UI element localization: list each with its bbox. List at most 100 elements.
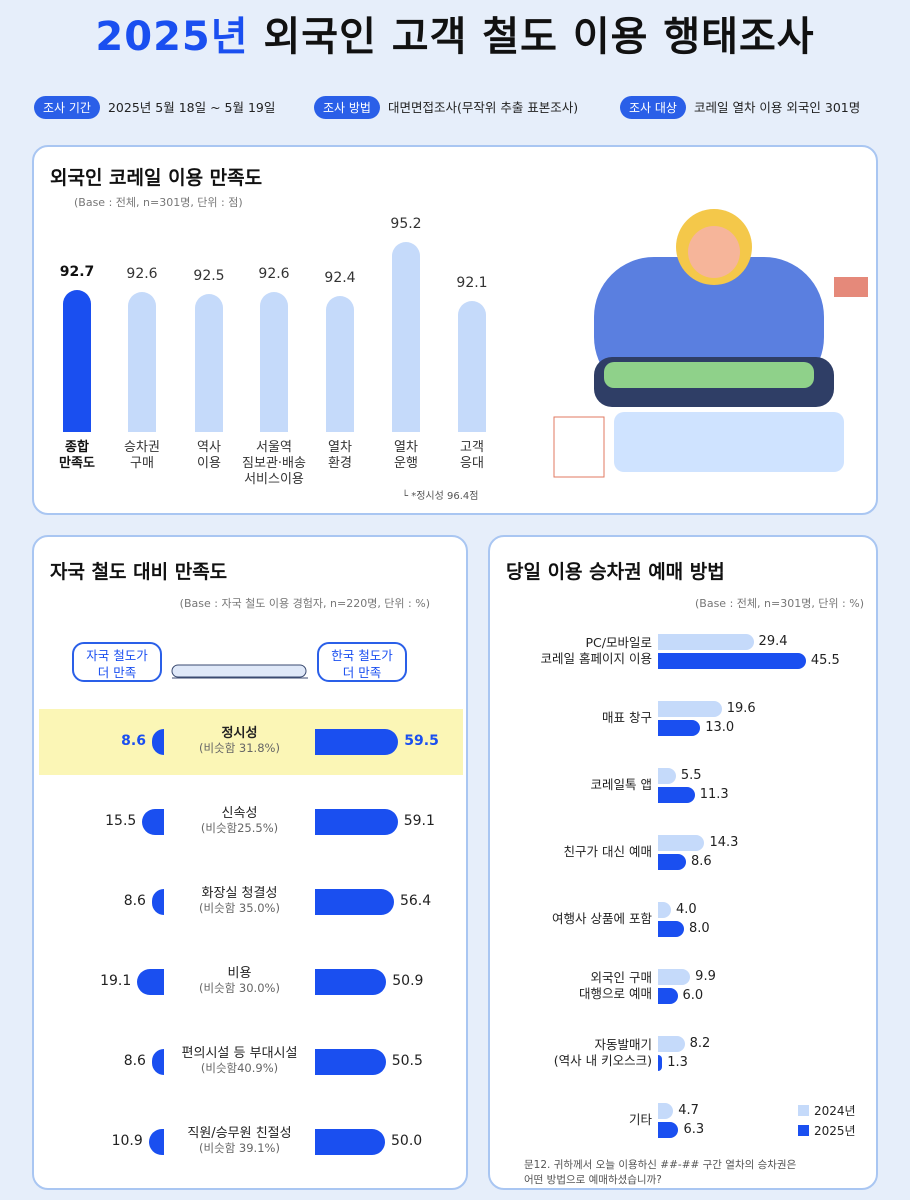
category-label: 정시성: [221, 726, 258, 741]
bar: [142, 809, 164, 835]
value-label: 6.0: [682, 988, 704, 1003]
value-label: 8.6: [123, 893, 146, 909]
value-label: 15.5: [105, 813, 137, 829]
category-label: 역사 이용: [197, 440, 221, 471]
category-label: 직원/승무원 친절성: [187, 1126, 292, 1141]
value-label: 9.9: [695, 969, 716, 984]
bar: [392, 242, 420, 432]
value-label: 11.3: [699, 787, 729, 802]
info-item: 조사 방법 대면면접조사(무작위 추출 표본조사): [314, 96, 578, 119]
info-value: 코레일 열차 이용 외국인 301명: [693, 100, 861, 115]
value-label: 56.4: [399, 893, 432, 909]
value-label: 8.6: [123, 1053, 146, 1069]
value-label: 14.3: [709, 835, 739, 850]
bar: [315, 729, 399, 755]
panel: 외국인 코레일 이용 만족도 (Base : 전체, n=301명, 단위 : …: [32, 145, 878, 515]
bar: [151, 1049, 164, 1075]
train-icon: [171, 664, 308, 679]
value-label: 1.3: [667, 1055, 688, 1070]
bar: [658, 921, 684, 937]
bar: [658, 854, 686, 870]
bar: [128, 291, 156, 432]
bar: [137, 969, 164, 995]
bar: [315, 809, 398, 835]
bar: [658, 787, 695, 803]
bar: [658, 701, 722, 717]
bar: [315, 1129, 385, 1155]
panel-subtitle: (Base : 자국 철도 이용 경험자, n=220명, 단위 : %): [179, 597, 430, 610]
category-label: 여행사 상품에 포함: [552, 911, 652, 926]
value-label: 92.4: [324, 269, 356, 286]
legend-swatch: [798, 1125, 809, 1136]
info-label: 조사 기간: [34, 96, 100, 119]
category-label: 코레일톡 앱: [590, 777, 652, 792]
category-label: 화장실 청결성: [201, 886, 278, 901]
info-value: 2025년 5월 18일 ~ 5월 19일: [107, 100, 276, 115]
note: (비슷함 30.0%): [199, 981, 280, 995]
bar: [151, 889, 164, 915]
value-label: 10.9: [111, 1133, 143, 1149]
panel-subtitle: (Base : 전체, n=301명, 단위 : %): [695, 597, 864, 610]
category-label: 외국인 구매 대행으로 예매: [579, 970, 652, 1001]
bar: [658, 902, 671, 918]
legend-bubble: 자국 철도가 더 만족: [72, 642, 162, 682]
value-label: 59.5: [404, 733, 439, 749]
panel-title: 자국 철도 대비 만족도: [50, 561, 228, 583]
category-label: 열차 운행: [394, 440, 418, 471]
bar: [326, 295, 354, 432]
info-item: 조사 기간 2025년 5월 18일 ~ 5월 19일: [34, 96, 275, 119]
panel: 당일 이용 승차권 예매 방법 (Base : 전체, n=301명, 단위 :…: [488, 535, 878, 1190]
value-label: 13.0: [705, 720, 735, 735]
category-label: PC/모바일로 코레일 홈페이지 이용: [540, 635, 652, 666]
bar: [458, 301, 486, 432]
bar: [260, 291, 288, 432]
page-title: 2025년 외국인 고객 철도 이용 행태조사: [0, 4, 910, 62]
value-label: 6.3: [683, 1122, 705, 1137]
bar: [658, 1055, 663, 1071]
info-item: 조사 대상 코레일 열차 이용 외국인 301명: [620, 96, 860, 119]
note: (비슷함 39.1%): [199, 1141, 280, 1155]
value-label: 92.1: [456, 275, 488, 292]
bar: [148, 1129, 164, 1155]
value-label: 50.5: [391, 1053, 423, 1069]
note: (비슷함25.5%): [200, 821, 279, 835]
bar: [63, 289, 91, 432]
info-value: 대면면접조사(무작위 추출 표본조사): [387, 100, 579, 115]
value-label: 19.1: [100, 973, 132, 989]
value-label: 50.9: [392, 973, 424, 989]
category-label: 고객 응대: [460, 440, 484, 471]
bar: [658, 1036, 685, 1052]
illustration: [553, 209, 868, 478]
category-label: 기타: [628, 1112, 652, 1127]
category-label: 친구가 대신 예매: [563, 844, 652, 859]
value-label: 59.1: [403, 813, 435, 829]
panel-title: 당일 이용 승차권 예매 방법: [506, 561, 725, 583]
value-label: 8.6: [121, 733, 146, 749]
info-label: 조사 방법: [314, 96, 380, 119]
value-label: 92.5: [193, 267, 225, 284]
panel-title: 외국인 코레일 이용 만족도: [50, 167, 263, 189]
note: (비슷함 31.8%): [199, 741, 280, 755]
value-label: 45.5: [810, 653, 840, 668]
category-label: 서울역 짐보관·배송 서비스이용: [242, 440, 306, 487]
bar: [658, 653, 806, 669]
bar: [315, 889, 394, 915]
category-label: 편의시설 등 부대시설: [181, 1046, 298, 1061]
value-label: 4.0: [676, 902, 697, 917]
category-label: 비용: [227, 966, 252, 981]
legend-bubble: 한국 철도가 더 만족: [317, 642, 407, 682]
legend-label: 2024년: [814, 1104, 856, 1118]
value-label: 8.6: [690, 854, 712, 869]
bar: [151, 729, 164, 755]
bar: [658, 969, 691, 985]
value-label: 19.6: [726, 701, 756, 716]
value-label: 4.7: [678, 1103, 699, 1118]
bar: [658, 634, 754, 650]
value-label: 95.2: [390, 216, 422, 232]
category-label: 종합 만족도: [59, 440, 95, 471]
value-label: 92.6: [258, 265, 290, 282]
bar: [658, 988, 678, 1004]
bar: [315, 1049, 386, 1075]
value-label: 50.0: [391, 1133, 423, 1149]
